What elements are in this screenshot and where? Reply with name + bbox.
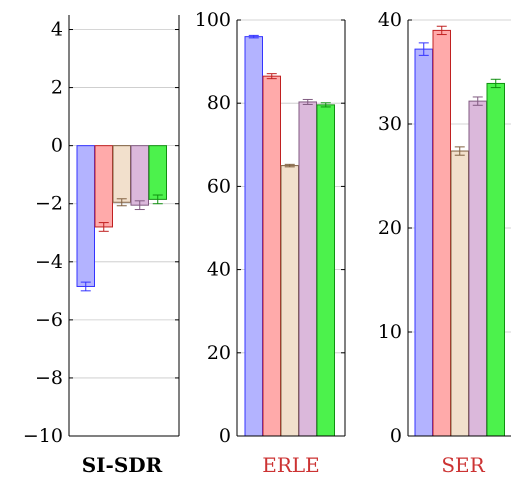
y-tick-label: 10 (378, 321, 402, 343)
y-tick-label: 2 (51, 77, 63, 99)
bar (298, 101, 317, 437)
panel-erle: ERLE 100 80 60 40 20 0 (195, 9, 346, 477)
y-tick-label: 20 (207, 342, 231, 364)
bar (450, 150, 469, 437)
panel-title-erle: ERLE (262, 453, 320, 477)
y-tick-label: −6 (35, 309, 63, 331)
bar (244, 36, 263, 437)
y-tick-label: 80 (207, 92, 231, 114)
y-tick-label: −2 (35, 193, 63, 215)
y-tick-label: 20 (378, 217, 402, 239)
bar (262, 75, 281, 437)
y-tick-label: 30 (378, 113, 402, 135)
bar (414, 48, 433, 437)
bar (94, 145, 113, 228)
y-tick-label: 0 (390, 425, 402, 447)
y-tick-label: 0 (51, 135, 63, 157)
panel-title-ser: SER (441, 453, 485, 477)
bar (76, 145, 95, 287)
bar (112, 145, 131, 203)
bar (486, 82, 505, 437)
bar (432, 29, 451, 437)
bar (280, 165, 299, 437)
bar (130, 145, 149, 206)
panel-title-si-sdr: SI-SDR (82, 453, 163, 477)
bar (316, 104, 335, 437)
y-tick-label: 40 (207, 259, 231, 281)
y-tick-label: −10 (23, 425, 63, 447)
y-tick-label: 100 (195, 9, 231, 31)
y-tick-label: −8 (35, 367, 63, 389)
y-tick-label: 40 (378, 9, 402, 31)
y-tick-label: 0 (219, 425, 231, 447)
panel-si-sdr: SI-SDR 4 2 0 −2 −4 −6 −8 −10 (23, 15, 180, 477)
y-tick-label: 60 (207, 175, 231, 197)
y-tick-label: −4 (35, 251, 63, 273)
panel-ser: SER 40 30 20 10 0 (378, 9, 511, 477)
y-tick-label: 4 (51, 19, 63, 41)
bar (148, 145, 167, 200)
bar (468, 100, 487, 437)
